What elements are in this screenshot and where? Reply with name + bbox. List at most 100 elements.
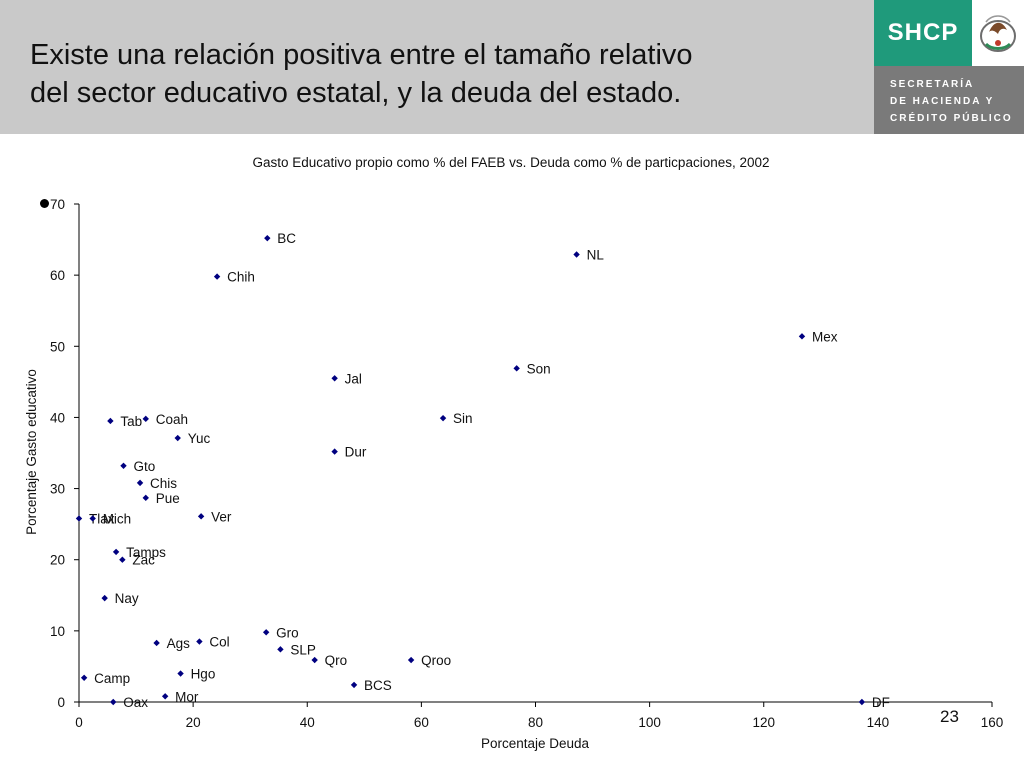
data-point-label: Qro	[325, 653, 348, 668]
x-tick-label: 120	[752, 715, 775, 730]
x-tick-label: 40	[300, 715, 315, 730]
data-point-marker	[350, 681, 358, 689]
data-point-label: Chih	[227, 270, 255, 285]
page-number: 23	[940, 707, 959, 726]
data-point-marker	[196, 638, 203, 645]
x-tick-label: 60	[414, 715, 429, 730]
data-point-marker	[112, 548, 120, 556]
logo-text-line-2: DE HACIENDA Y	[890, 96, 995, 107]
scatter-chart: Gasto Educativo propio como % del FAEB v…	[24, 155, 1003, 751]
data-point-label: Jal	[345, 371, 362, 386]
data-point-label: NL	[587, 248, 605, 263]
data-point-label: Tlax	[89, 511, 115, 526]
data-point-label: BCS	[364, 678, 392, 693]
data-point-marker	[119, 556, 126, 563]
x-tick-label: 0	[75, 715, 83, 730]
logo-acronym: SHCP	[874, 0, 972, 66]
chart-points: BC NL Chih Mex Son Jal Sin Coah Tab Yuc Dur Gto Chis…	[75, 231, 890, 710]
shcp-logo: SHCP SECRETARÍA DE HACIENDA Y CRÉDITO PÚ…	[874, 0, 1024, 134]
data-point-label: Qroo	[421, 653, 451, 668]
logo-top: SHCP	[874, 0, 1024, 66]
data-point-marker	[262, 629, 270, 636]
data-point-label: Coah	[156, 412, 188, 427]
logo-text-line-1: SECRETARÍA	[890, 79, 975, 90]
data-point-marker	[136, 479, 144, 487]
data-point-marker	[311, 656, 318, 664]
data-point-marker	[858, 698, 866, 706]
x-tick-label: 140	[867, 715, 890, 730]
data-point-marker	[101, 594, 108, 602]
y-axis-label: Porcentaje Gasto educativo	[24, 369, 39, 535]
header-bar: Existe una relación positiva entre el ta…	[0, 0, 1024, 134]
data-point-marker	[331, 448, 338, 455]
data-point-marker	[110, 698, 117, 706]
logo-text-line-3: CRÉDITO PÚBLICO	[890, 113, 1013, 124]
x-tick-label: 80	[528, 715, 543, 730]
x-axis-label: Porcentaje Deuda	[481, 736, 590, 751]
y-tick-label: 10	[50, 624, 65, 639]
data-point-marker	[573, 251, 580, 258]
data-point-label: Nay	[115, 591, 139, 606]
data-point-marker	[153, 639, 160, 647]
y-tick-label: 50	[50, 339, 65, 354]
data-point-marker	[80, 674, 88, 682]
data-point-label: Oax	[123, 695, 148, 710]
x-tick-label: 20	[186, 715, 201, 730]
data-point-marker	[264, 234, 271, 242]
data-point-marker	[177, 670, 184, 677]
x-tick-label: 100	[638, 715, 661, 730]
data-point-marker	[439, 414, 447, 422]
data-point-label: Mor	[175, 689, 199, 704]
y-tick-label: 60	[50, 268, 65, 283]
data-point-label: Ags	[167, 636, 191, 651]
bullet-dot	[40, 199, 49, 208]
y-tick-label: 0	[57, 695, 65, 710]
chart-axes: 0 10 20 30 40 50 60 70 0 20 40 60 80 100 120 140 160	[50, 197, 1003, 730]
data-point-marker	[798, 333, 806, 340]
data-point-marker	[107, 417, 114, 425]
data-point-label: Gto	[134, 459, 156, 474]
y-tick-label: 40	[50, 410, 65, 425]
data-point-label: Yuc	[188, 431, 211, 446]
data-point-label: BC	[277, 231, 296, 246]
data-point-label: Zac	[132, 553, 155, 568]
data-point-label: Col	[209, 635, 229, 650]
y-tick-label: 30	[50, 482, 65, 497]
data-point-marker	[174, 434, 181, 442]
slide-title-line-1: Existe una relación positiva entre el ta…	[30, 39, 693, 71]
data-point-label: Tab	[120, 414, 142, 429]
data-point-label: Mex	[812, 329, 838, 344]
slide-title-line-2: del sector educativo estatal, y la deuda…	[30, 77, 682, 109]
y-tick-label: 20	[50, 553, 65, 568]
data-point-label: Mich	[103, 511, 132, 526]
logo-text: SECRETARÍA DE HACIENDA Y CRÉDITO PÚBLICO	[890, 76, 1020, 127]
data-point-label: Pue	[156, 491, 180, 506]
data-point-marker	[142, 415, 149, 423]
data-point-marker	[407, 656, 415, 664]
data-point-label: Chis	[150, 476, 177, 491]
data-point-marker	[197, 513, 205, 520]
chart-title: Gasto Educativo propio como % del FAEB v…	[252, 155, 769, 170]
data-point-marker	[213, 273, 221, 280]
x-tick-label: 160	[981, 715, 1004, 730]
data-point-label: SLP	[290, 642, 316, 657]
slide-title: Existe una relación positiva entre el ta…	[30, 36, 850, 112]
data-point-marker	[331, 375, 338, 382]
data-point-label: Sin	[453, 411, 473, 426]
data-point-marker	[277, 646, 284, 653]
coat-of-arms-icon	[972, 0, 1024, 66]
data-point-label: Son	[527, 361, 551, 376]
data-point-marker	[142, 494, 149, 502]
data-point-label: DF	[872, 695, 890, 710]
data-point-label: Gro	[276, 625, 299, 640]
data-point-label: Tamps	[126, 545, 166, 560]
data-point-marker	[89, 515, 96, 522]
data-point-label: Ver	[211, 509, 232, 524]
y-tick-label: 70	[50, 197, 65, 212]
data-point-marker	[161, 693, 169, 700]
data-point-label: Dur	[345, 445, 367, 460]
data-point-marker	[120, 462, 127, 470]
data-point-marker	[513, 365, 520, 372]
data-point-marker	[75, 515, 83, 522]
data-point-label: Camp	[94, 671, 130, 686]
